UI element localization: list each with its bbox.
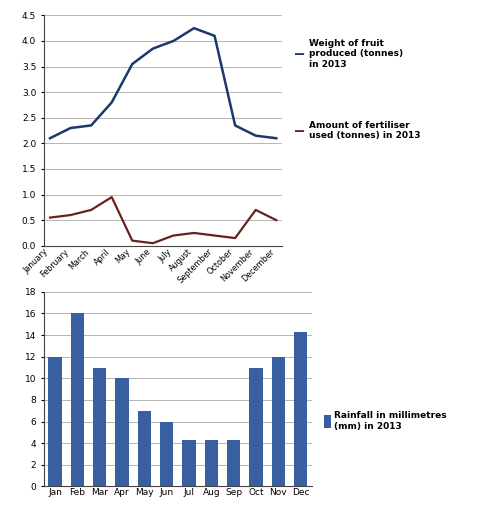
- Bar: [249, 368, 262, 486]
- Bar: [182, 440, 196, 486]
- Text: —: —: [295, 46, 304, 61]
- Bar: [115, 378, 129, 486]
- Bar: [294, 332, 307, 486]
- Text: Weight of fruit
produced (tonnes)
in 2013: Weight of fruit produced (tonnes) in 201…: [309, 39, 403, 69]
- Text: Amount of fertiliser
used (tonnes) in 2013: Amount of fertiliser used (tonnes) in 20…: [309, 121, 421, 140]
- Text: Rainfall in millimetres
(mm) in 2013: Rainfall in millimetres (mm) in 2013: [334, 411, 446, 431]
- Text: —: —: [295, 123, 304, 138]
- Bar: [272, 357, 285, 486]
- Bar: [137, 411, 151, 486]
- Bar: [227, 440, 240, 486]
- Bar: [71, 313, 84, 486]
- Bar: [93, 368, 106, 486]
- Bar: [205, 440, 218, 486]
- Bar: [48, 357, 62, 486]
- Bar: [160, 421, 173, 486]
